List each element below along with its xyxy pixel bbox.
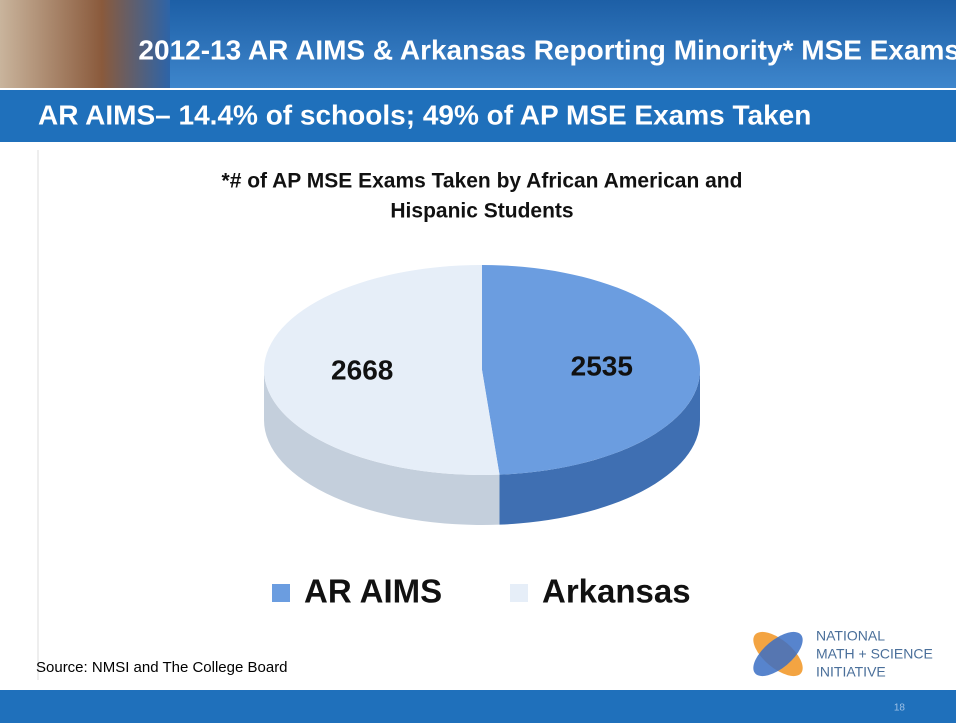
data-label: 2668: [331, 354, 393, 385]
header-title: 2012-13 AR AIMS & Arkansas Reporting Min…: [138, 34, 956, 65]
data-label: 2535: [571, 350, 633, 381]
logo-text: NATIONAL: [816, 628, 885, 644]
chart-title: *# of AP MSE Exams Taken by African Amer…: [222, 170, 743, 193]
page-number: 18: [894, 703, 906, 714]
footer-bar: [0, 690, 956, 723]
slide-canvas: 2012-13 AR AIMS & Arkansas Reporting Min…: [0, 0, 956, 723]
pie: 2535 2668: [264, 265, 700, 525]
legend-label: Arkansas: [542, 573, 691, 610]
logo-text: MATH + SCIENCE: [816, 646, 933, 662]
source: Source: NMSI and The College Board: [36, 659, 288, 676]
legend-swatch: [272, 584, 290, 602]
chart-title: Hispanic Students: [390, 200, 573, 223]
legend-label: AR AIMS: [304, 573, 442, 610]
header-subtitle: AR AIMS– 14.4% of schools; 49% of AP MSE…: [38, 99, 811, 130]
slide: 2012-13 AR AIMS & Arkansas Reporting Min…: [0, 0, 956, 723]
logo-text: INITIATIVE: [816, 664, 886, 680]
logo: [746, 624, 810, 684]
legend-swatch: [510, 584, 528, 602]
